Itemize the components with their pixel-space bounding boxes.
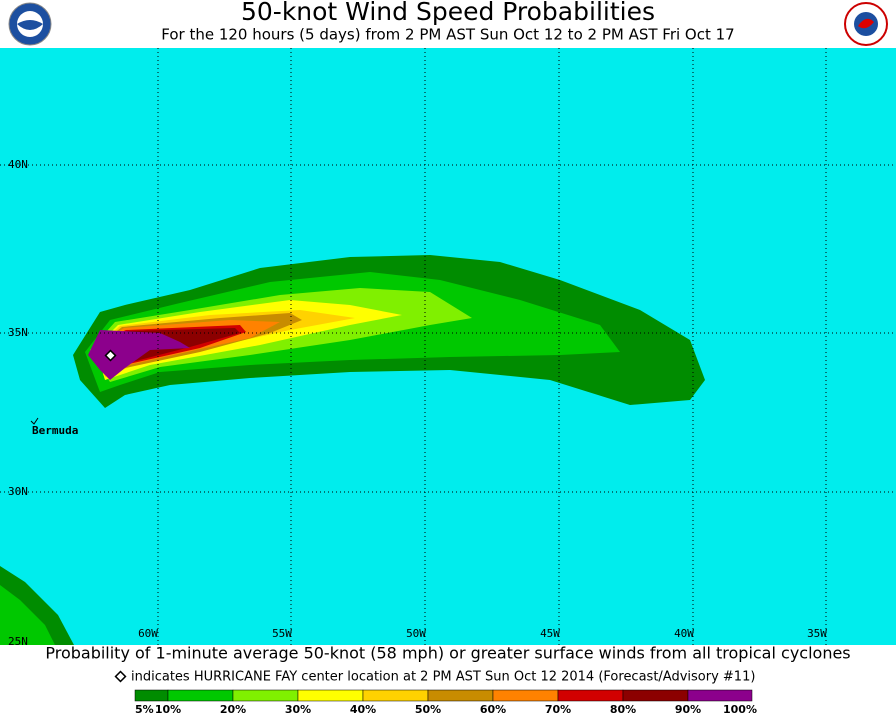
noaa-logo (8, 2, 52, 46)
legend-label: 10% (155, 703, 181, 716)
title: 50-knot Wind Speed Probabilities (241, 0, 655, 26)
legend-label: 100% (723, 703, 757, 716)
legend-swatch (297, 689, 364, 702)
legend-swatch (167, 689, 234, 702)
longitude-label: 45W (540, 627, 560, 640)
graticule (0, 48, 896, 645)
legend-label: 80% (610, 703, 636, 716)
legend-swatch (232, 689, 299, 702)
legend-swatch (362, 689, 429, 702)
caption: Probability of 1-minute average 50-knot … (45, 644, 850, 663)
contour-90 (88, 330, 190, 380)
legend-label: 60% (480, 703, 506, 716)
legend-swatch (687, 689, 753, 702)
latitude-label: 35N (8, 326, 28, 339)
nws-logo (844, 2, 888, 46)
place-label: Bermuda (32, 424, 78, 437)
probability-contours (0, 255, 705, 645)
legend-label: 50% (415, 703, 441, 716)
legend-swatch (622, 689, 689, 702)
legend: 5% 10% 20% 30% 40% 50% 60% 70% 80% 90% 100% (134, 689, 757, 716)
contour-sw-10 (0, 585, 55, 645)
legend-swatch (134, 689, 169, 702)
latitude-label: 25N (8, 635, 28, 648)
longitude-label: 35W (807, 627, 827, 640)
longitude-label: 40W (674, 627, 694, 640)
latitude-label: 40N (8, 158, 28, 171)
legend-swatch (492, 689, 559, 702)
legend-label: 40% (350, 703, 376, 716)
legend-label: 5% (135, 703, 154, 716)
legend-label: 30% (285, 703, 311, 716)
longitude-label: 55W (272, 627, 292, 640)
legend-marker (114, 670, 127, 683)
legend-label: 20% (220, 703, 246, 716)
legend-label: 90% (675, 703, 701, 716)
legend-swatch (557, 689, 624, 702)
longitude-label: 60W (138, 627, 158, 640)
bermuda-marker (30, 417, 39, 425)
latitude-label: 30N (8, 485, 28, 498)
legend-label: 70% (545, 703, 571, 716)
note: indicates HURRICANE FAY center location … (131, 670, 755, 685)
storm-center-marker (104, 349, 117, 362)
subtitle: For the 120 hours (5 days) from 2 PM AST… (161, 26, 734, 44)
legend-swatch (427, 689, 494, 702)
longitude-label: 50W (406, 627, 426, 640)
